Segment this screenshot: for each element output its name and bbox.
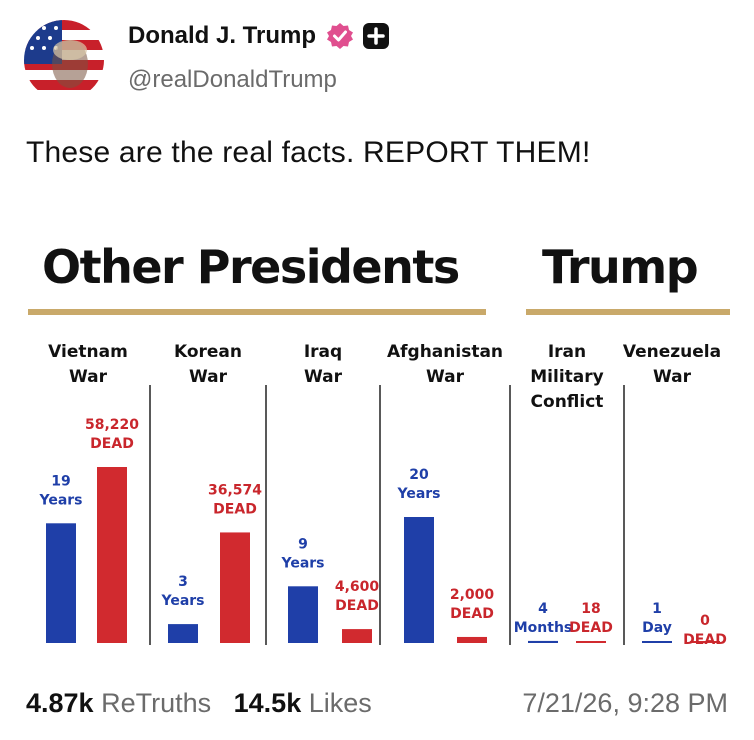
duration-unit-label: Months [514,620,573,636]
war-label: Iran [548,342,586,362]
user-handle[interactable]: @realDonaldTrump [128,66,337,93]
war-label: War [653,367,692,387]
heading-underline-other [28,309,486,315]
war-label: War [426,367,465,387]
dead-value-label: 36,574 [208,482,262,498]
duration-unit-label: Day [642,620,672,636]
war-column: Venezuela War 1 Day 0 DEAD [623,342,727,648]
war-column: Iraq War 9 Years 4,600 DEAD [280,342,379,643]
retruths-count[interactable]: 4.87k [26,688,94,718]
dead-bar [690,641,720,643]
heading-trump: Trump [542,240,697,294]
truth-plus-icon [363,23,390,49]
dead-unit-label: DEAD [213,501,257,517]
war-label: Conflict [531,392,604,412]
duration-bar [46,523,76,643]
war-label: War [304,367,343,387]
war-label: War [69,367,108,387]
dead-bar [457,636,487,643]
duration-bar [642,641,672,643]
duration-unit-label: Years [396,486,440,502]
dead-bar [220,532,250,643]
war-column: Vietnam War 19 Years 58,220 DEAD [38,342,139,643]
duration-value-label: 4 [538,601,548,617]
dead-value-label: 4,600 [335,579,380,595]
duration-bar [404,517,434,643]
dead-unit-label: DEAD [450,606,494,622]
dead-unit-label: DEAD [569,620,613,636]
heading-other-presidents: Other Presidents [42,240,459,294]
dead-unit-label: DEAD [683,632,727,648]
duration-value-label: 20 [409,467,429,483]
dead-unit-label: DEAD [90,436,134,452]
flag-portrait-icon [24,20,104,100]
war-label: War [189,367,228,387]
war-label: Venezuela [623,342,721,362]
duration-unit-label: Years [160,593,204,609]
war-comparison-chart: Other Presidents Trump Vietnam War 19 Years 5… [0,215,754,675]
engagement-stats: 4.87k ReTruths 14.5k Likes [26,688,372,719]
post-text: These are the real facts. REPORT THEM! [26,136,591,169]
dead-value-label: 0 [700,613,710,629]
war-label: Military [530,367,603,387]
duration-bar [528,640,558,643]
dead-value-label: 58,220 [85,417,139,433]
war-column: Iran Military Conflict 4 Months 18 DEAD [514,342,613,643]
war-column: Afghanistan War 20 Years 2,000 DEAD [387,342,503,643]
chart-svg: Other Presidents Trump VietnamWar19Years5… [28,240,730,648]
duration-value-label: 3 [178,574,188,590]
war-label: Korean [174,342,242,362]
duration-bar [288,586,318,643]
display-name[interactable]: Donald J. Trump [128,22,317,49]
war-label: Afghanistan [387,342,503,362]
dead-bar [576,641,606,643]
duration-value-label: 19 [51,473,70,489]
verified-badge-icon [327,23,354,49]
dead-value-label: 2,000 [450,587,495,603]
duration-bar [168,624,198,643]
avatar[interactable] [24,20,104,100]
retruths-label[interactable]: ReTruths [101,688,212,718]
dead-unit-label: DEAD [335,598,379,614]
duration-unit-label: Years [280,555,324,571]
war-label: Iraq [304,342,342,362]
duration-value-label: 9 [298,536,308,552]
duration-unit-label: Years [38,492,82,508]
post-timestamp[interactable]: 7/21/26, 9:28 PM [522,688,728,718]
heading-underline-trump [526,309,730,315]
dead-bar [97,467,127,643]
war-label: Vietnam [48,342,128,362]
dead-value-label: 18 [581,601,600,617]
likes-count[interactable]: 14.5k [233,688,302,718]
war-column: Korean War 3 Years 36,574 DEAD [160,342,262,643]
duration-value-label: 1 [652,601,662,617]
likes-label[interactable]: Likes [308,688,372,718]
dead-bar [342,629,372,643]
display-name-row: Donald J. Trump [128,22,390,50]
